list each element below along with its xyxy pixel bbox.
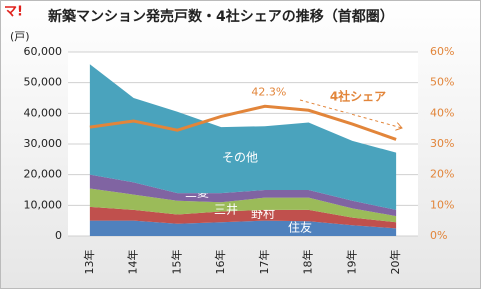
y-tick-label: 10,000 [24,198,63,211]
y2-tick-label: 0% [430,229,447,242]
area [89,174,397,217]
area [89,206,397,229]
value-label: 42.3% [251,85,286,98]
y-tick-label: 40,000 [24,106,63,119]
x-tick-label: 14年 [126,250,140,275]
y2-tick-label: 50% [430,76,454,89]
y2-tick-label: 60% [430,45,454,58]
x-tick-label: 18年 [301,250,315,275]
legend-label: 4社シェア [330,89,386,104]
area [89,188,397,223]
x-tick-label: 13年 [82,250,96,275]
x-tick-label: 15年 [169,250,183,275]
y2-tick-label: 30% [430,137,454,150]
area [89,64,397,210]
x-tick-label: 16年 [213,250,227,275]
line [89,104,397,141]
y-tick-label: 0 [55,229,62,242]
y2-tick-label: 40% [430,106,454,119]
y2-tick-label: 20% [430,168,454,181]
area [89,220,397,236]
y2-tick-label: 10% [430,198,454,211]
x-tick-label: 17年 [257,250,271,275]
y-tick-label: 60,000 [24,45,63,58]
logo: マ! [4,5,23,20]
series-label: 三井 [214,203,238,217]
series-label: その他 [222,151,258,165]
y-tick-label: 50,000 [24,76,63,89]
y-tick-label: 30,000 [24,137,63,150]
x-tick-label: 19年 [344,250,358,275]
x-tick-label: 20年 [388,250,402,275]
y-axis-label: (戸) [10,30,30,43]
chart-title: 新築マンション発売戸数・4社シェアの推移（首都圏） [48,8,394,25]
series-label: 住友 [288,221,312,235]
y-tick-label: 20,000 [24,168,63,181]
